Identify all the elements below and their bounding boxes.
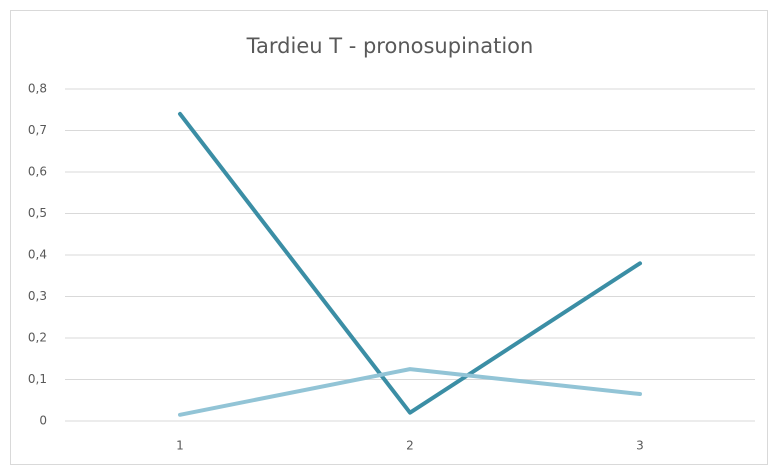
y-tick-label: 0,2 <box>28 331 47 345</box>
y-tick-label: 0,3 <box>28 289 47 303</box>
y-tick-label: 0,8 <box>28 82 47 96</box>
y-tick-label: 0,4 <box>28 248 47 262</box>
y-tick-label: 0,5 <box>28 206 47 220</box>
chart-title: Tardieu T - pronosupination <box>246 34 534 58</box>
y-tick-label: 0,1 <box>28 372 47 386</box>
y-tick-label: 0,7 <box>28 123 47 137</box>
series-line <box>178 367 642 417</box>
chart-border <box>10 10 768 465</box>
x-tick-label: 1 <box>176 439 184 453</box>
x-tick-label: 3 <box>636 439 644 453</box>
series-line <box>178 111 642 415</box>
y-tick-label: 0,6 <box>28 165 47 179</box>
y-tick-label: 0 <box>39 414 47 428</box>
x-tick-label: 2 <box>406 439 414 453</box>
